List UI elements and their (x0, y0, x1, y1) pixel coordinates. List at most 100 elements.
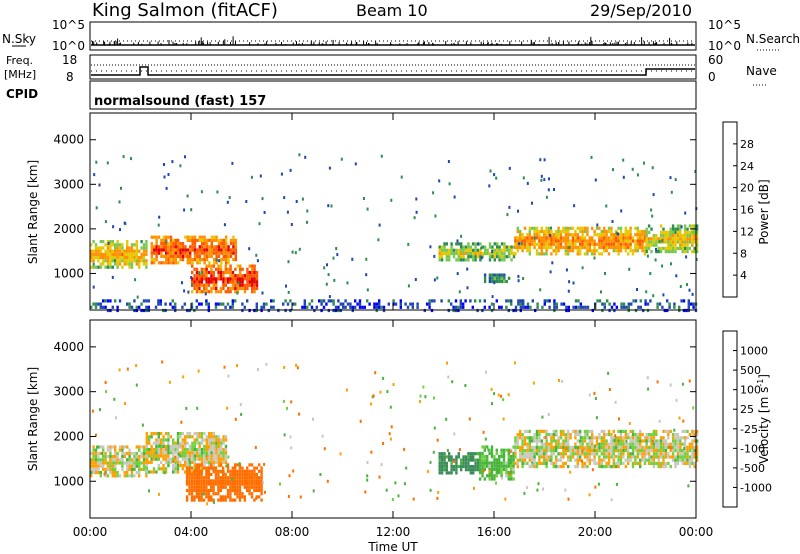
heatmap-cell (195, 485, 198, 489)
heatmap-cell (586, 226, 589, 230)
heatmap-cell (189, 251, 192, 255)
heatmap-cell (176, 457, 180, 461)
heatmap-cell (198, 476, 201, 480)
heatmap-cell (201, 235, 204, 239)
heatmap-cell (392, 302, 395, 306)
heatmap-cell (212, 441, 216, 445)
heatmap-cell (596, 299, 599, 303)
heatmap-cell (552, 452, 555, 456)
heatmap-cell (643, 445, 647, 449)
heatmap-cell (605, 236, 608, 240)
heatmap-cell (490, 387, 493, 391)
heatmap-cell (549, 270, 552, 274)
heatmap-cell (225, 238, 228, 242)
heatmap-cell (692, 406, 695, 410)
heatmap-cell (167, 245, 170, 249)
heatmap-cell (240, 412, 243, 416)
heatmap-cell (474, 458, 477, 462)
heatmap-cell (533, 439, 536, 443)
heatmap-cell (512, 255, 516, 259)
velocity-panel-frame (89, 319, 697, 519)
heatmap-cell (250, 475, 253, 479)
heatmap-cell (219, 495, 222, 499)
heatmap-cell (164, 448, 168, 452)
heatmap-cell (579, 229, 582, 234)
heatmap-cell (219, 267, 223, 271)
heatmap-cell (248, 476, 251, 480)
heatmap-cell (140, 455, 143, 459)
heatmap-cell (183, 289, 186, 293)
heatmap-cell (130, 249, 134, 253)
heatmap-cell (674, 237, 677, 241)
heatmap-cell (210, 248, 213, 252)
heatmap-cell (142, 467, 146, 471)
heatmap-cell (159, 302, 162, 306)
heatmap-cell (656, 441, 659, 445)
heatmap-cell (517, 279, 520, 283)
heatmap-cell (234, 488, 237, 493)
heatmap-cell (458, 290, 461, 294)
heatmap-cell (687, 305, 690, 309)
heatmap-cell (543, 452, 546, 456)
heatmap-cell (538, 252, 541, 256)
heatmap-cell (600, 229, 603, 234)
heatmap-cell (600, 242, 603, 246)
heatmap-cell (543, 242, 546, 246)
heatmap-cell (662, 442, 665, 446)
heatmap-cell (619, 461, 623, 465)
heatmap-cell (603, 433, 606, 437)
heatmap-cell (193, 457, 196, 461)
x-tick-label: 00:00 (679, 525, 714, 539)
heatmap-cell (99, 471, 102, 475)
heatmap-cell (645, 436, 648, 440)
heatmap-cell (493, 251, 496, 256)
heatmap-cell (219, 290, 223, 294)
heatmap-cell (588, 236, 591, 240)
heatmap-cell (617, 226, 620, 230)
heatmap-cell (147, 305, 150, 309)
heatmap-cell (116, 305, 119, 309)
cpid-text: normalsound (fast) 157 (94, 94, 266, 109)
heatmap-cell (459, 305, 462, 309)
heatmap-cell (155, 251, 158, 255)
heatmap-cell (462, 461, 465, 465)
heatmap-cell (258, 476, 261, 480)
heatmap-cell (671, 445, 675, 449)
heatmap-cell (647, 230, 651, 234)
heatmap-cell (205, 469, 208, 473)
heatmap-cell (540, 245, 543, 250)
heatmap-cell (172, 454, 175, 458)
heatmap-cell (94, 265, 98, 269)
heatmap-cell (488, 474, 491, 478)
heatmap-cell (212, 286, 215, 291)
heatmap-cell (123, 262, 126, 266)
heatmap-cell (528, 465, 531, 469)
heatmap-cell (94, 302, 98, 306)
heatmap-cell (142, 259, 146, 263)
heatmap-cell (483, 273, 487, 277)
heatmap-cell (583, 439, 587, 443)
colorbar-tick-label: 28 (740, 138, 754, 151)
heatmap-cell (647, 246, 651, 250)
heatmap-cell (535, 229, 539, 234)
heatmap-cell (453, 432, 456, 436)
heatmap-cell (185, 476, 189, 480)
heatmap-cell (193, 488, 196, 493)
heatmap-cell (498, 471, 501, 475)
heatmap-cell (679, 449, 682, 453)
heatmap-cell (559, 465, 563, 469)
heatmap-cell (130, 305, 134, 309)
heatmap-cell (422, 385, 425, 389)
heatmap-cell (162, 444, 165, 448)
heatmap-cell (284, 299, 287, 303)
heatmap-cell (641, 439, 644, 443)
heatmap-cell (639, 242, 642, 246)
heatmap-cell (102, 262, 105, 266)
heatmap-cell (195, 482, 198, 486)
heatmap-cell (600, 233, 603, 237)
heatmap-cell (208, 261, 211, 265)
heatmap-cell (688, 240, 692, 244)
heatmap-cell (500, 455, 503, 459)
heatmap-cell (567, 249, 570, 253)
heatmap-cell (116, 474, 119, 478)
